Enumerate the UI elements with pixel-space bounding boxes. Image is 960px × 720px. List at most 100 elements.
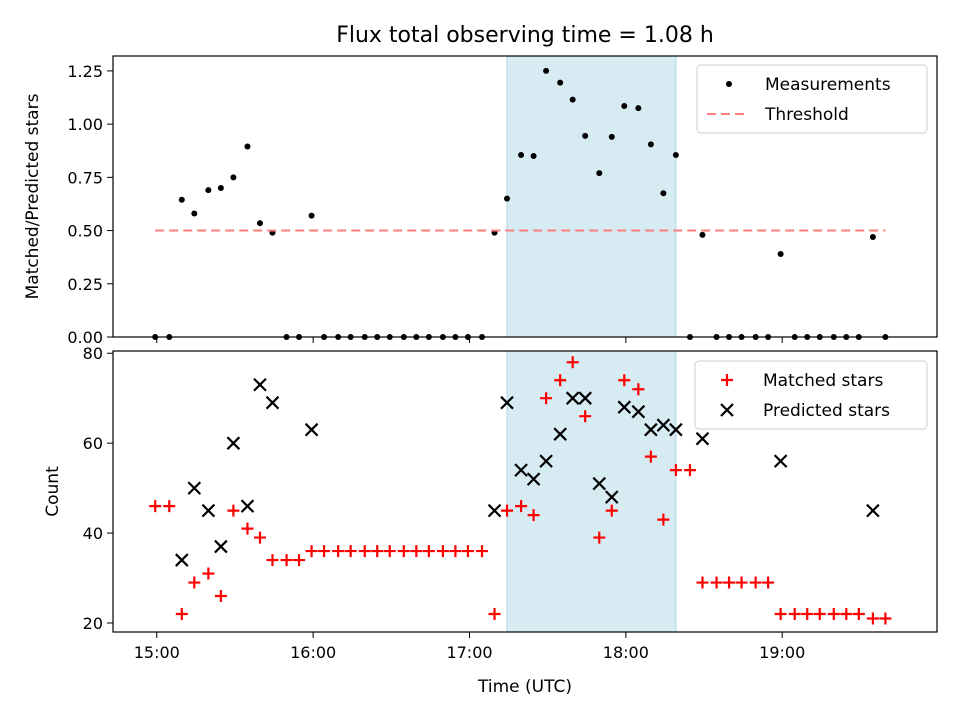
matched-star-point bbox=[813, 608, 826, 621]
matched-star-point bbox=[344, 545, 357, 558]
predicted-star-point bbox=[240, 499, 255, 513]
matched-star-point bbox=[866, 612, 879, 625]
measurement-point bbox=[557, 79, 564, 86]
matched-star-point bbox=[410, 545, 423, 558]
predicted-star-point bbox=[866, 503, 880, 518]
matched-star-point bbox=[632, 383, 645, 396]
predicted-star-point bbox=[214, 539, 228, 554]
matched-star-point bbox=[214, 590, 227, 603]
matched-star-point bbox=[774, 608, 787, 621]
predicted-star-point bbox=[553, 427, 567, 441]
predicted-star-point bbox=[631, 404, 646, 419]
matched-star-point bbox=[515, 500, 528, 513]
predicted-star-point bbox=[304, 422, 319, 437]
measurement-point bbox=[635, 105, 642, 112]
top-panel: 0.00 0.25 0.50 0.75 1.00 1.25 Matched/Predicte… bbox=[23, 55, 938, 347]
predicted-star-point bbox=[201, 503, 216, 518]
matched-star-point bbox=[461, 545, 474, 558]
plot-frame bbox=[112, 350, 938, 633]
legend-box bbox=[696, 64, 928, 134]
plot-frame bbox=[112, 55, 938, 338]
measurement-point bbox=[869, 233, 876, 240]
matched-star-point bbox=[149, 500, 162, 513]
observing-window-span bbox=[507, 351, 676, 632]
legend-label: Measurements bbox=[765, 75, 891, 95]
x-tick-label: 19:00 bbox=[759, 643, 805, 662]
legend-label: Threshold bbox=[764, 105, 849, 125]
y-axis-label: Matched/Predicted stars bbox=[23, 93, 43, 299]
matched-star-point bbox=[488, 608, 501, 621]
measurement-point bbox=[596, 170, 603, 177]
matched-star-point bbox=[879, 612, 892, 625]
matched-star-point bbox=[579, 410, 592, 423]
matched-star-point bbox=[227, 504, 240, 517]
matched-star-point bbox=[554, 374, 567, 387]
matched-star-point bbox=[422, 545, 435, 558]
y-tick-label: 1.25 bbox=[67, 62, 103, 81]
x-tick-label: 16:00 bbox=[290, 643, 336, 662]
measurement-point bbox=[582, 132, 589, 139]
measurement-point bbox=[504, 195, 511, 202]
predicted-star-point bbox=[539, 454, 553, 468]
bottom-panel: 20 40 60 80 15:00 16:00 17:00 18:00 19:00 Count Ma… bbox=[43, 344, 938, 662]
x-tick-label: 15:00 bbox=[134, 643, 180, 662]
y-tick-label: 20 bbox=[83, 614, 103, 633]
matched-star-point bbox=[202, 567, 215, 580]
measurement-point bbox=[608, 133, 615, 140]
measurement-point bbox=[518, 151, 525, 158]
predicted-star-point bbox=[265, 395, 280, 410]
x-tick-label: 18:00 bbox=[603, 643, 649, 662]
matched-star-point bbox=[593, 531, 606, 544]
predicted-star-point bbox=[253, 377, 267, 392]
predicted-star-point bbox=[669, 422, 683, 437]
matched-star-point bbox=[527, 509, 540, 522]
matched-star-point bbox=[827, 608, 840, 621]
measurement-point bbox=[621, 103, 628, 110]
x-tick-label: 17:00 bbox=[446, 643, 492, 662]
measurement-point bbox=[543, 67, 550, 74]
legend-swatch bbox=[720, 403, 734, 417]
matched-star-point bbox=[710, 576, 723, 589]
y-tick-label: 40 bbox=[83, 524, 103, 543]
predicted-star-point bbox=[617, 400, 632, 414]
measurement-point bbox=[530, 153, 537, 160]
predicted-star-point bbox=[605, 490, 619, 504]
predicted-star-point bbox=[695, 431, 710, 446]
matched-star-point bbox=[188, 576, 201, 589]
matched-star-point bbox=[266, 554, 279, 567]
matched-star-point bbox=[332, 545, 345, 558]
matched-star-point bbox=[683, 464, 696, 477]
measurement-point bbox=[647, 141, 654, 148]
y-axis-label: Count bbox=[43, 466, 63, 517]
y-tick-label: 80 bbox=[83, 344, 103, 363]
matched-star-point bbox=[305, 545, 318, 558]
matched-star-point bbox=[618, 374, 631, 387]
measurement-point bbox=[178, 196, 185, 203]
matched-star-point bbox=[788, 608, 801, 621]
matched-star-point bbox=[669, 464, 682, 477]
matched-star-point bbox=[397, 545, 410, 558]
predicted-star-point bbox=[773, 454, 788, 468]
matched-star-point bbox=[501, 504, 514, 517]
measurement-point bbox=[191, 210, 198, 217]
measurement-point bbox=[699, 231, 706, 238]
measurement-point bbox=[672, 151, 679, 158]
matched-star-point bbox=[540, 392, 553, 405]
matched-star-point bbox=[657, 513, 670, 526]
matched-star-point bbox=[318, 545, 331, 558]
predicted-star-point bbox=[644, 422, 658, 437]
matched-star-point bbox=[280, 554, 293, 567]
measurement-point bbox=[569, 96, 576, 103]
matched-star-point bbox=[644, 450, 657, 463]
measurement-point bbox=[244, 143, 251, 150]
predicted-star-point bbox=[514, 463, 528, 477]
y-tick-label: 60 bbox=[83, 434, 103, 453]
predicted-star-point bbox=[487, 503, 502, 518]
predicted-star-point bbox=[526, 472, 541, 486]
measurement-point bbox=[230, 174, 237, 181]
matched-star-point bbox=[723, 576, 736, 589]
measurement-point bbox=[217, 184, 224, 191]
predicted-star-point bbox=[500, 395, 514, 410]
matched-star-point bbox=[253, 531, 266, 544]
